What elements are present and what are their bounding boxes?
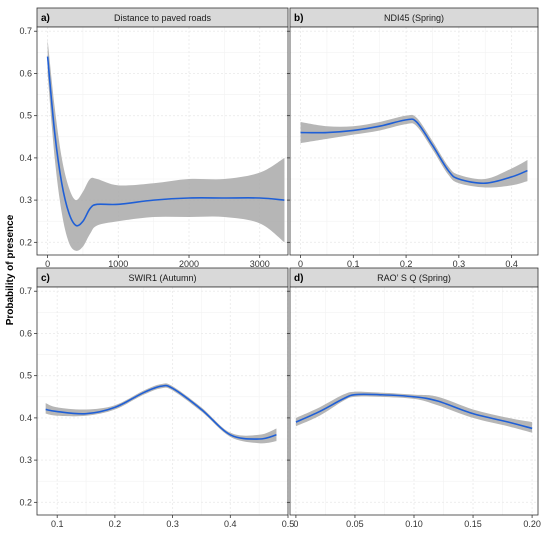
panel-3-y-tick-label: 0.3 bbox=[19, 455, 32, 465]
panel-2-x-tick-label: 0.3 bbox=[453, 259, 466, 269]
panel-2-tag: b) bbox=[294, 13, 303, 24]
panel-1-tag: a) bbox=[41, 13, 50, 24]
panel-2-title: NDI45 (Spring) bbox=[384, 13, 444, 23]
panel-2-x-tick-label: 0.4 bbox=[505, 259, 518, 269]
panel-4-title: RAO’ S Q (Spring) bbox=[377, 273, 451, 283]
panel-1-border bbox=[36, 26, 289, 256]
panel-1-y-tick-label: 0.5 bbox=[19, 111, 32, 121]
panel-1-y-tick-label: 0.3 bbox=[19, 195, 32, 205]
panel-4-x-tick-label: 0.10 bbox=[405, 519, 423, 529]
panel-3-y-tick-label: 0.7 bbox=[19, 286, 32, 296]
panel-3-x-tick-label: 0.3 bbox=[166, 519, 179, 529]
panel-1-y-tick-label: 0.7 bbox=[19, 26, 32, 36]
panel-3-x-tick-label: 0.2 bbox=[109, 519, 122, 529]
panel-1-x-tick-label: 2000 bbox=[179, 259, 199, 269]
panel-4-tag: d) bbox=[294, 273, 303, 284]
panel-3-plot-area bbox=[37, 287, 288, 515]
panel-2-ribbon bbox=[300, 114, 528, 188]
panel-3-border bbox=[36, 286, 289, 516]
panel-1-x-tick-label: 0 bbox=[45, 259, 50, 269]
panel-4-x-tick-label: 0.15 bbox=[464, 519, 482, 529]
panel-4-x-tick-label: 0.20 bbox=[523, 519, 541, 529]
panel-2-x-tick-label: 0 bbox=[298, 259, 303, 269]
panel-3-y-tick-label: 0.4 bbox=[19, 413, 32, 423]
panel-3-tag: c) bbox=[41, 273, 50, 284]
panel-1-title: Distance to paved roads bbox=[114, 13, 212, 23]
panel-3-title: SWIR1 (Autumn) bbox=[128, 273, 196, 283]
panel-1-x-tick-label: 3000 bbox=[250, 259, 270, 269]
panel-3-y-tick-label: 0.2 bbox=[19, 497, 32, 507]
y-axis-title: Probability of presence bbox=[5, 214, 16, 325]
panel-1-y-tick-label: 0.2 bbox=[19, 237, 32, 247]
panel-2-x-tick-label: 0.2 bbox=[400, 259, 413, 269]
panel-2-x-tick-label: 0.1 bbox=[347, 259, 360, 269]
panel-4-series-line bbox=[295, 393, 533, 430]
panel-3-x-tick-label: 0.5 bbox=[282, 519, 295, 529]
panel-4-x-tick-label: 0.05 bbox=[346, 519, 364, 529]
panel-2-series-line bbox=[300, 118, 528, 185]
panel-3-y-tick-label: 0.5 bbox=[19, 371, 32, 381]
panel-1-x-tick-label: 1000 bbox=[108, 259, 128, 269]
panel-4-x-tick-label: 0 bbox=[293, 519, 298, 529]
panel-3-x-tick-label: 0.1 bbox=[51, 519, 64, 529]
panel-1-y-tick-label: 0.6 bbox=[19, 68, 32, 78]
panel-3-y-tick-label: 0.6 bbox=[19, 328, 32, 338]
panel-3-series-line bbox=[45, 384, 277, 440]
panel-3-x-tick-label: 0.4 bbox=[224, 519, 237, 529]
panel-2-border bbox=[289, 26, 539, 256]
panel-1-series-line bbox=[46, 56, 285, 227]
panel-2-plot-area bbox=[290, 27, 538, 255]
panel-1-y-tick-label: 0.4 bbox=[19, 153, 32, 163]
